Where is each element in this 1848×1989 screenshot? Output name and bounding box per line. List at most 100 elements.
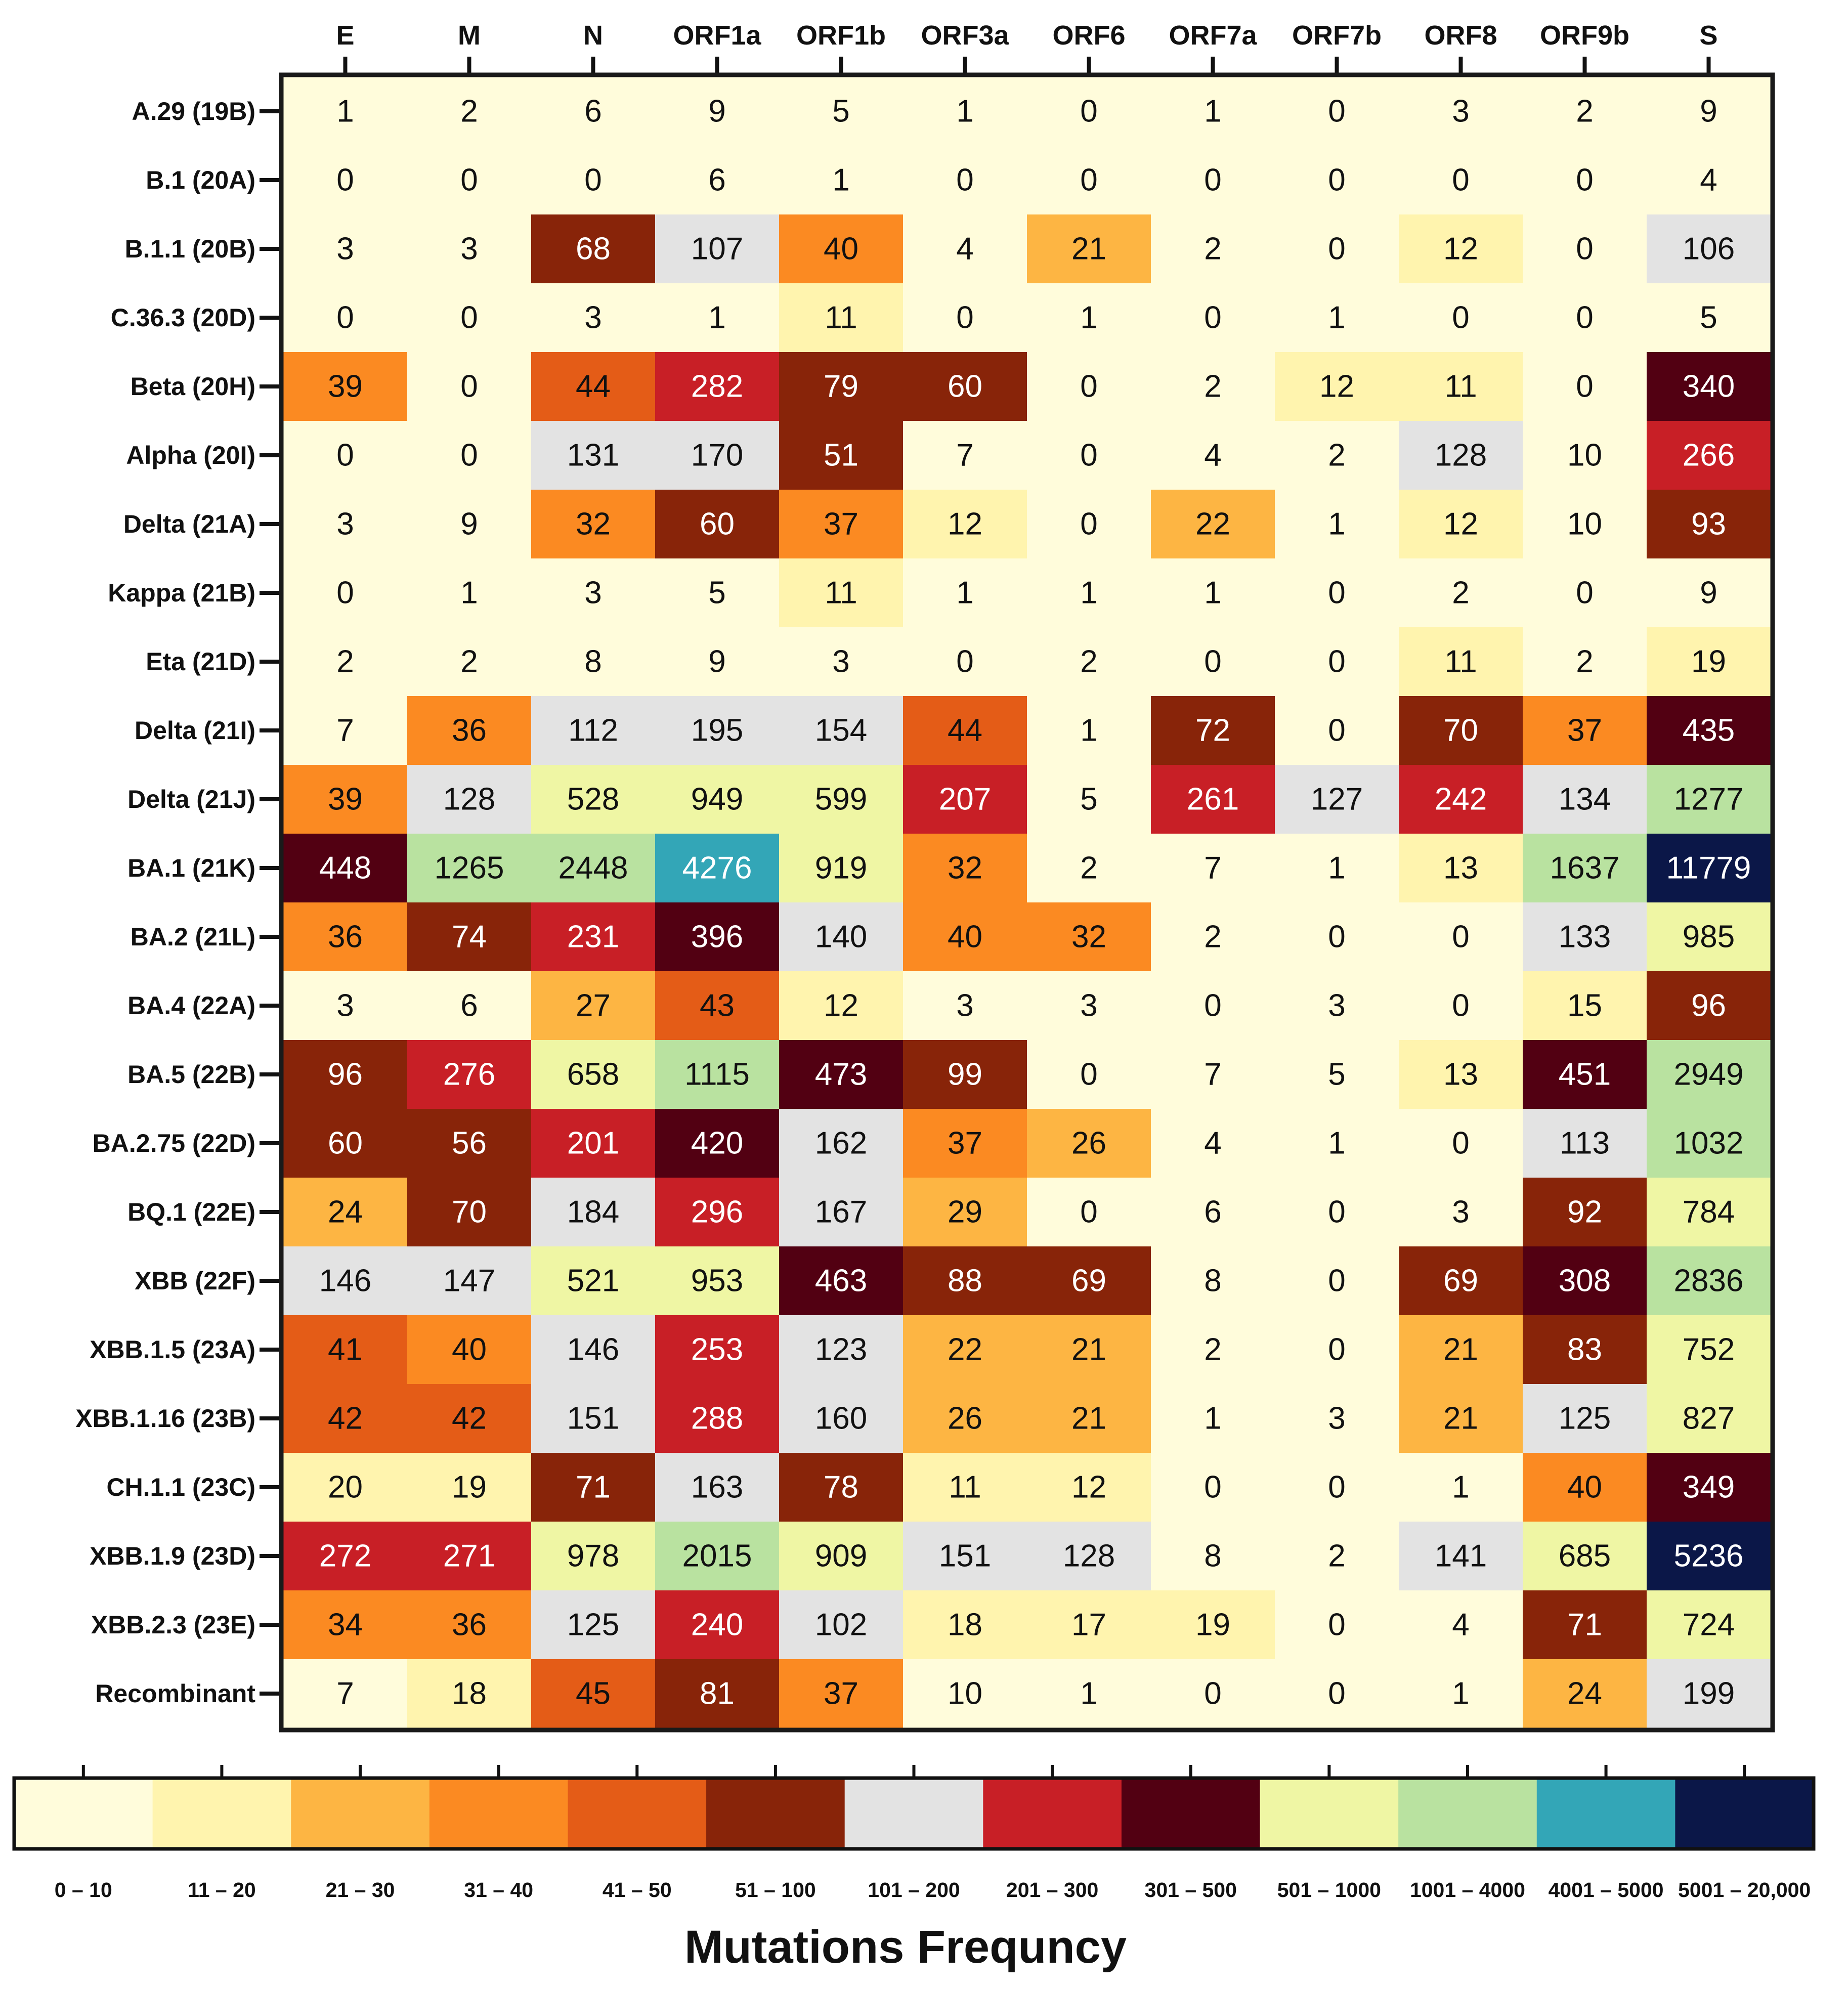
heatmap-cell [1399, 558, 1523, 628]
cell-value: 2 [1204, 232, 1221, 267]
heatmap-cell [283, 1315, 408, 1385]
heatmap-cell [1151, 421, 1275, 490]
heatmap-cell [1523, 558, 1647, 628]
cell-value: 92 [1567, 1195, 1602, 1230]
legend-swatch [1536, 1778, 1675, 1849]
heatmap-cell [283, 834, 408, 903]
cell-value: 2 [1204, 920, 1221, 955]
legend-swatch [291, 1778, 430, 1849]
heatmap-cell [1151, 1040, 1275, 1109]
cell-value: 167 [815, 1195, 867, 1230]
heatmap-cell [531, 696, 656, 765]
heatmap-cell [1523, 214, 1647, 284]
cell-value: 985 [1683, 920, 1735, 955]
cell-value: 42 [452, 1401, 487, 1436]
heatmap-cell [407, 352, 532, 421]
heatmap-cell [1523, 1384, 1647, 1453]
heatmap-cell [903, 834, 1027, 903]
heatmap-cell [407, 214, 532, 284]
cell-value: 96 [328, 1057, 363, 1092]
cell-value: 151 [939, 1539, 991, 1574]
heatmap-cell [1151, 765, 1275, 834]
cell-value: 3 [336, 988, 354, 1023]
heatmap-cell [1399, 214, 1523, 284]
heatmap-cell [1523, 352, 1647, 421]
row-label: C.36.3 (20D) [111, 304, 255, 332]
cell-value: 2 [460, 644, 478, 679]
heatmap-cell [407, 765, 532, 834]
heatmap-cell [283, 1109, 408, 1178]
cell-value: 36 [328, 920, 363, 955]
heatmap-cell [407, 1040, 532, 1109]
heatmap-cell [655, 1178, 780, 1247]
cell-value: 9 [708, 94, 725, 129]
cell-value: 131 [567, 438, 619, 473]
heatmap-cell [903, 558, 1027, 628]
legend-swatch [983, 1778, 1122, 1849]
cell-value: 32 [948, 851, 982, 886]
heatmap-cell [1151, 1109, 1275, 1178]
cell-value: 909 [815, 1539, 867, 1574]
heatmap-cell [1027, 490, 1151, 559]
heatmap-cell [1275, 77, 1399, 146]
heatmap-cell [779, 352, 904, 421]
cell-value: 1 [1204, 94, 1221, 129]
cell-value: 3 [832, 644, 849, 679]
cell-value: 827 [1683, 1401, 1735, 1436]
heatmap-cell [655, 971, 780, 1041]
cell-value: 1 [956, 576, 973, 611]
cell-value: 71 [576, 1470, 611, 1505]
cell-value: 107 [691, 232, 743, 267]
heatmap-cell [407, 490, 532, 559]
heatmap-cell [283, 283, 408, 353]
cell-value: 40 [1567, 1470, 1602, 1505]
heatmap-cell [1647, 214, 1771, 284]
heatmap-cell [1523, 1178, 1647, 1247]
cell-value: 0 [956, 300, 973, 335]
heatmap-cell [903, 283, 1027, 353]
cell-value: 1 [1328, 300, 1345, 335]
heatmap-cell [903, 1246, 1027, 1316]
cell-value: 0 [1204, 163, 1221, 198]
heatmap-cell [1399, 146, 1523, 215]
heatmap-cell [655, 352, 780, 421]
heatmap-cell [1523, 1040, 1647, 1109]
row-label: Delta (21A) [123, 510, 255, 538]
heatmap-cell [407, 1315, 532, 1385]
heatmap-cell [655, 765, 780, 834]
cell-value: 34 [328, 1608, 363, 1642]
heatmap-cell [1523, 146, 1647, 215]
cell-value: 0 [1576, 163, 1593, 198]
cell-value: 19 [1691, 644, 1726, 679]
cell-value: 5236 [1674, 1539, 1744, 1574]
heatmap-cell [1275, 490, 1399, 559]
cell-value: 8 [1204, 1264, 1221, 1299]
cell-value: 0 [460, 163, 478, 198]
heatmap-cell [1151, 490, 1275, 559]
cell-value: 201 [567, 1126, 619, 1161]
heatmap-cell [779, 1040, 904, 1109]
heatmap-cell [1647, 834, 1771, 903]
cell-value: 113 [1560, 1126, 1610, 1161]
heatmap-cell [1151, 77, 1275, 146]
heatmap-cell [1275, 1453, 1399, 1522]
heatmap-cell [1275, 1040, 1399, 1109]
heatmap-cell [407, 1384, 532, 1453]
cell-value: 10 [1567, 507, 1602, 542]
column-label: ORF7b [1292, 20, 1382, 51]
heatmap-cell [1647, 1453, 1771, 1522]
cell-value: 5 [1700, 300, 1717, 335]
cell-value: 1 [460, 576, 478, 611]
legend-label: 11 – 20 [188, 1878, 256, 1901]
heatmap-cell [1647, 1178, 1771, 1247]
cell-value: 4 [1452, 1608, 1469, 1642]
heatmap-cell [655, 214, 780, 284]
row-label: CH.1.1 (23C) [106, 1473, 255, 1501]
legend-title: Mutations Frequncy [684, 1921, 1127, 1973]
heatmap-cell [1647, 77, 1771, 146]
heatmap-cell [655, 627, 780, 697]
cell-value: 2949 [1674, 1057, 1744, 1092]
heatmap-cell [407, 1522, 532, 1591]
heatmap-cell [903, 1315, 1027, 1385]
heatmap-cell [655, 834, 780, 903]
